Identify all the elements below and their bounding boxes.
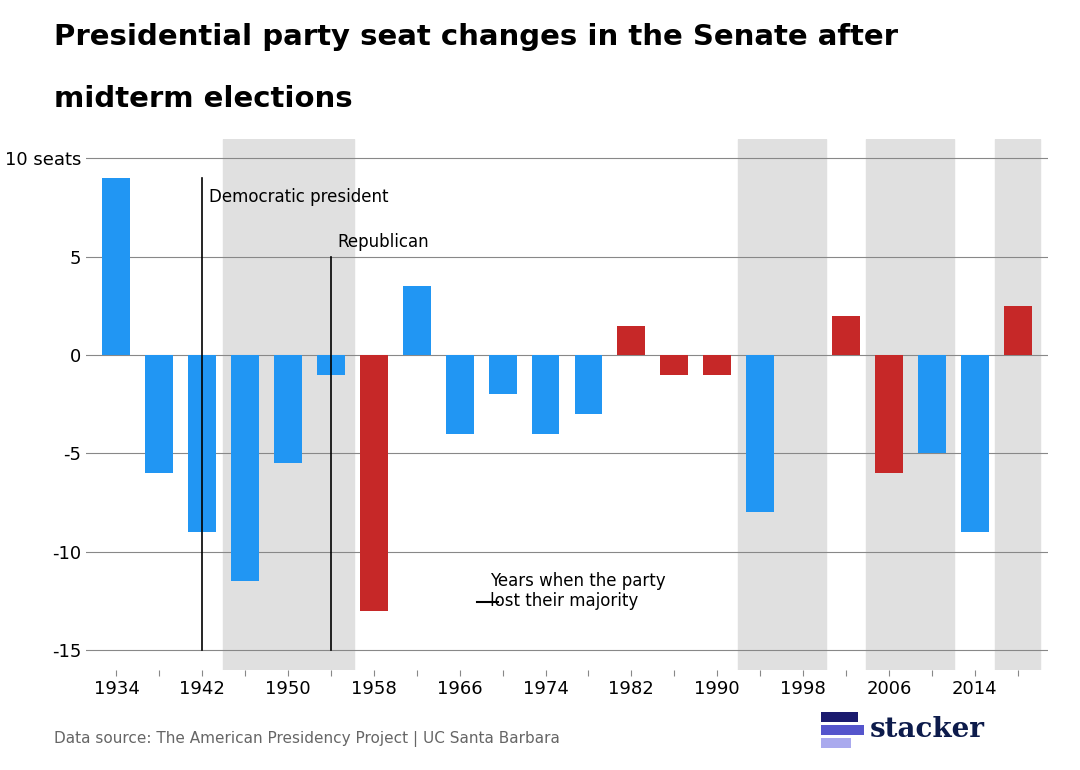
Bar <box>1003 306 1031 355</box>
Bar <box>360 355 388 611</box>
FancyBboxPatch shape <box>821 712 858 722</box>
Bar <box>995 139 1040 670</box>
FancyBboxPatch shape <box>821 725 864 735</box>
Bar <box>875 355 903 473</box>
Bar <box>274 355 302 464</box>
Bar <box>146 355 173 473</box>
Bar <box>746 355 774 513</box>
Text: Data source: The American Presidency Project | UC Santa Barbara: Data source: The American Presidency Pro… <box>54 731 559 747</box>
Bar <box>961 355 988 532</box>
Bar <box>918 355 946 454</box>
Bar <box>231 355 259 581</box>
Bar <box>446 355 474 434</box>
FancyBboxPatch shape <box>821 738 851 748</box>
Bar <box>222 139 353 670</box>
Bar <box>738 139 825 670</box>
Bar <box>531 355 559 434</box>
Bar <box>618 326 646 355</box>
Bar <box>575 355 603 414</box>
Text: Republican: Republican <box>337 233 429 251</box>
Text: stacker: stacker <box>869 716 984 744</box>
Text: midterm elections: midterm elections <box>54 85 353 112</box>
Bar <box>488 355 516 394</box>
Bar <box>318 355 345 375</box>
Text: Democratic president: Democratic president <box>208 188 388 206</box>
Bar <box>188 355 216 532</box>
Bar <box>103 178 131 355</box>
Bar <box>403 286 431 355</box>
Bar <box>660 355 688 375</box>
Text: Presidential party seat changes in the Senate after: Presidential party seat changes in the S… <box>54 23 897 51</box>
Bar <box>832 316 860 355</box>
Bar <box>703 355 731 375</box>
Text: Years when the party
lost their majority: Years when the party lost their majority <box>489 571 665 611</box>
Bar <box>866 139 955 670</box>
